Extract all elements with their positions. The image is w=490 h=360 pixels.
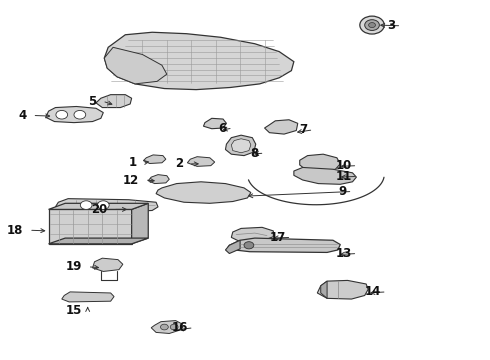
Text: 20: 20 <box>91 203 107 216</box>
Text: 15: 15 <box>66 305 82 318</box>
Polygon shape <box>104 47 167 84</box>
Polygon shape <box>93 258 123 271</box>
Polygon shape <box>265 120 298 134</box>
Text: 1: 1 <box>128 156 137 169</box>
Polygon shape <box>228 238 340 252</box>
Text: 8: 8 <box>250 147 259 159</box>
Polygon shape <box>151 320 182 333</box>
Polygon shape <box>231 227 273 242</box>
Text: 7: 7 <box>299 123 308 136</box>
Polygon shape <box>300 154 340 172</box>
Polygon shape <box>294 167 356 184</box>
Text: 18: 18 <box>7 224 23 237</box>
Polygon shape <box>49 238 148 244</box>
Polygon shape <box>46 107 103 123</box>
Circle shape <box>244 242 254 249</box>
Circle shape <box>56 111 68 119</box>
Polygon shape <box>318 280 368 299</box>
Text: 5: 5 <box>88 95 97 108</box>
Text: 4: 4 <box>18 109 26 122</box>
Circle shape <box>365 20 379 31</box>
Polygon shape <box>104 32 294 90</box>
Polygon shape <box>187 157 215 166</box>
Text: 13: 13 <box>335 247 351 260</box>
Text: 12: 12 <box>122 174 139 186</box>
Polygon shape <box>225 135 256 156</box>
Polygon shape <box>55 199 158 212</box>
Text: 11: 11 <box>335 170 351 183</box>
Polygon shape <box>156 182 251 203</box>
Polygon shape <box>225 240 240 253</box>
Text: 16: 16 <box>172 321 188 334</box>
Text: 14: 14 <box>365 285 381 298</box>
Polygon shape <box>49 203 148 210</box>
Polygon shape <box>96 95 132 108</box>
Text: 19: 19 <box>66 260 82 273</box>
Circle shape <box>368 23 375 28</box>
Circle shape <box>74 111 86 119</box>
Text: 2: 2 <box>175 157 183 170</box>
Text: 9: 9 <box>339 185 346 198</box>
Text: 17: 17 <box>270 231 286 244</box>
Polygon shape <box>62 292 114 302</box>
Text: 3: 3 <box>388 19 395 32</box>
Circle shape <box>80 201 92 210</box>
Polygon shape <box>144 155 166 163</box>
Text: 10: 10 <box>335 159 351 172</box>
Polygon shape <box>321 281 327 298</box>
Polygon shape <box>132 203 148 244</box>
Circle shape <box>160 324 168 330</box>
Polygon shape <box>203 118 226 129</box>
Polygon shape <box>231 139 251 153</box>
Circle shape <box>170 324 178 330</box>
Polygon shape <box>49 210 132 244</box>
Circle shape <box>98 201 109 210</box>
Text: 6: 6 <box>219 122 227 135</box>
Polygon shape <box>148 175 169 184</box>
Circle shape <box>360 16 384 34</box>
